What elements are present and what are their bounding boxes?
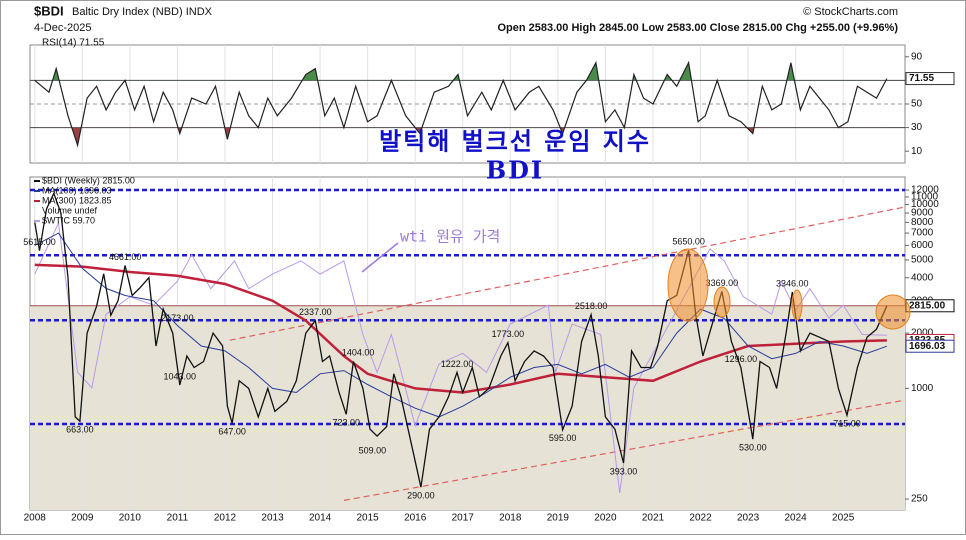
price-panel: 2008 2009 2010 2011 2012 2013 2014 2015 2016 2017… [23,175,955,524]
price-annotation: 5650.00 [672,237,705,247]
highlight [667,248,709,322]
y-tick-label: 8000 [911,217,934,228]
highlight [791,289,803,321]
price-annotation: 1222.00 [441,359,474,369]
clipped [34,191,905,501]
x-tick-label: 2020 [594,513,617,524]
end-label-box [905,339,955,353]
date: 4-Dec-2025 [34,22,91,34]
korean-subtitle: BDI [486,156,544,185]
price-annotation: 1404.00 [342,348,375,358]
highlights [667,248,911,330]
x-tick-label: 2016 [404,513,427,524]
price-annotation: 3346.00 [776,278,809,288]
price-annotation: 1773.00 [492,329,525,339]
series-line [34,232,888,418]
symbol: $BDI [34,3,64,18]
price-annotation: 1043.00 [164,371,197,381]
highlight [713,286,731,318]
y-tick-label: 9000 [911,208,934,219]
x-tick-label: 2021 [642,513,665,524]
y-tick-label: 30 [911,122,923,133]
x-tick-label: 2009 [71,513,94,524]
price-annotation: 595.00 [549,433,577,443]
rsi-legend: RSI(14) 71.55 [42,38,105,49]
price-annotation: 393.00 [610,466,638,476]
rsi-line [34,60,888,148]
end-label: 2815.00 [909,300,946,311]
x-tick-label: 2019 [547,513,570,524]
price-annotation: 647.00 [218,427,246,437]
price-annotation: 715.00 [833,419,861,429]
y-tick-label: 90 [911,51,923,62]
x-tick-label: 2018 [499,513,522,524]
y-tick-label: 7000 [911,228,934,239]
price-annotation: 2518.00 [575,301,608,311]
source: © StockCharts.com [803,6,898,18]
x-tick-label: 2012 [214,513,237,524]
price-annotation: 3369.00 [706,278,739,288]
series-line [34,263,887,394]
price-annotation: 2337.00 [299,307,332,317]
price-annotation: 723.00 [332,418,360,428]
series-line [34,191,888,488]
legend-entry: $BDI (Weekly) 2815.00 [42,175,135,185]
y-tick-label: 1000 [911,383,934,394]
legend-entry: MA(100) 1696.03 [42,185,112,195]
price-annotation: 509.00 [359,446,387,456]
y-tick-label: 4000 [911,272,934,283]
y-tick-label: 10 [911,146,923,157]
x-tick-label: 2024 [785,513,808,524]
wti-note: wti 원유 가격 [400,228,500,246]
y-tick-label: 12000 [911,185,939,196]
price-annotation: 290.00 [407,491,435,501]
x-tick-label: 2014 [309,513,332,524]
series-line [34,221,887,493]
x-tick-label: 2025 [832,513,855,524]
trendline [229,206,905,341]
y-tick-label: 2000 [911,328,934,339]
note-arrow [361,242,399,273]
price-annotation: 530.00 [739,442,767,452]
x-tick-label: 2015 [357,513,380,524]
y-tick-label: 250 [911,494,928,505]
y-tick-label: 10000 [911,199,939,210]
y-tick-label: 6000 [911,240,934,251]
price-annotation: 5615.00 [23,237,56,247]
end-label: 1696.03 [909,341,946,352]
y-tick-label: 5000 [911,255,934,266]
ohlc: Open 2583.00 High 2845.00 Low 2583.00 Cl… [497,22,898,34]
x-tick-label: 2013 [261,513,284,524]
price-annotation: 1296.00 [725,354,758,364]
highlight [875,294,911,330]
price-annotation: 4661.00 [109,252,142,262]
end-label-box [905,72,955,86]
x-tick-label: 2008 [24,513,47,524]
price-annotation: 663.00 [66,425,94,435]
x-tick-label: 2023 [737,513,760,524]
legend-entry: $WTIC 59.70 [42,215,95,225]
y-tick-label: 11000 [911,192,939,203]
x-tick-label: 2022 [689,513,712,524]
y-tick-label: 50 [911,99,923,110]
end-label: 71.55 [909,73,934,84]
close-shade [30,305,905,510]
x-tick-label: 2010 [119,513,142,524]
korean-title: 발틱해 벌크선 운임 지수 [379,127,651,156]
security-name: Baltic Dry Index (NBD) INDX [72,6,213,18]
x-tick-label: 2017 [452,513,475,524]
legend-entry: MA(300) 1823.85 [42,195,112,205]
price-annotation: 2173.00 [161,313,194,323]
legend-note: Volume undef [42,205,98,215]
x-tick-label: 2011 [167,513,189,524]
